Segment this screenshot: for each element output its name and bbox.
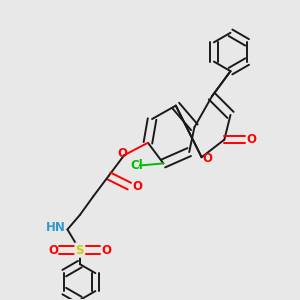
Text: O: O	[101, 244, 111, 256]
Text: O: O	[132, 180, 142, 193]
Text: O: O	[246, 133, 256, 146]
Text: O: O	[118, 147, 128, 160]
Text: O: O	[49, 244, 58, 256]
Text: O: O	[203, 152, 213, 165]
Text: S: S	[76, 244, 84, 256]
Text: Cl: Cl	[130, 159, 143, 172]
Text: HN: HN	[46, 221, 66, 234]
